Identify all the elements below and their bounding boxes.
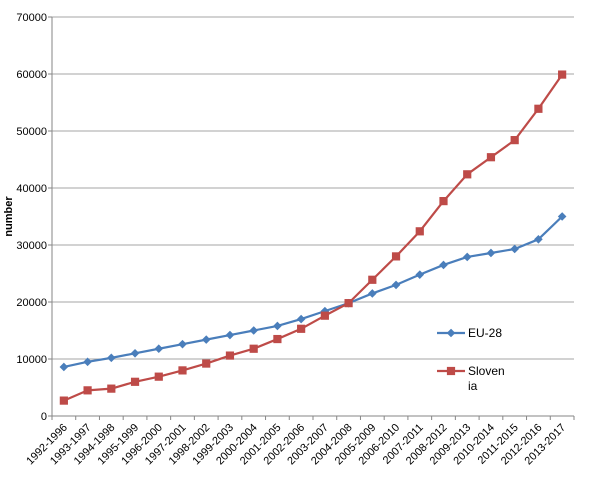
y-tick-label: 40000 <box>16 183 47 195</box>
data-point-slovenia <box>534 104 543 113</box>
data-point-eu-28 <box>415 270 425 279</box>
data-point-slovenia <box>486 153 496 162</box>
series-eu-28 <box>59 212 567 372</box>
legend-swatch-marker-eu-28 <box>446 328 456 338</box>
data-point-eu-28 <box>178 339 187 349</box>
legend-label: Sloven <box>468 364 505 378</box>
data-point-slovenia <box>344 299 353 308</box>
data-point-eu-28 <box>130 348 140 358</box>
legend-label: ia <box>468 379 478 393</box>
data-point-slovenia <box>249 344 258 353</box>
series-slovenia <box>59 70 567 405</box>
data-point-eu-28 <box>534 234 543 244</box>
data-point-slovenia <box>368 275 377 284</box>
y-tick-labels: 0 10000 20000 30000 40000 50000 60000 70000 <box>16 12 47 423</box>
data-point-slovenia <box>273 334 282 344</box>
y-tick-label: 10000 <box>16 354 47 366</box>
y-tick-label: 70000 <box>16 12 47 24</box>
data-point-eu-28 <box>107 353 116 363</box>
data-point-eu-28 <box>154 344 164 354</box>
y-axis-label: number <box>3 196 15 237</box>
data-point-slovenia <box>225 351 235 360</box>
data-point-slovenia <box>154 372 163 381</box>
y-tick-label: 60000 <box>16 69 47 81</box>
data-point-eu-28 <box>439 260 448 270</box>
data-point-eu-28 <box>462 252 472 262</box>
data-point-slovenia <box>130 377 140 386</box>
data-point-eu-28 <box>368 289 377 298</box>
y-tick-label: 30000 <box>16 240 47 252</box>
y-tick-label: 50000 <box>16 126 47 138</box>
data-point-eu-28 <box>486 248 496 258</box>
axes <box>48 16 575 420</box>
data-point-slovenia <box>391 252 401 261</box>
data-point-slovenia <box>439 197 448 206</box>
data-point-eu-28 <box>225 330 235 340</box>
data-point-slovenia <box>107 384 116 393</box>
data-point-slovenia <box>320 311 329 320</box>
legend-label: EU-28 <box>468 326 502 340</box>
data-point-eu-28 <box>391 280 401 290</box>
legend-item-eu-28: EU-28 <box>437 326 502 340</box>
data-point-eu-28 <box>510 244 519 254</box>
series-line-slovenia <box>63 73 564 402</box>
gridlines <box>52 16 574 360</box>
data-point-slovenia <box>463 170 472 179</box>
data-point-eu-28 <box>249 326 258 335</box>
data-point-slovenia <box>510 136 519 145</box>
data-point-slovenia <box>202 359 211 368</box>
data-point-eu-28 <box>296 314 306 324</box>
data-point-slovenia <box>297 324 306 333</box>
y-tick-label: 20000 <box>16 297 47 309</box>
data-point-slovenia <box>83 386 92 395</box>
data-point-slovenia <box>558 70 567 79</box>
series-layer <box>59 70 567 405</box>
data-point-slovenia <box>59 396 68 405</box>
y-tick-label: 0 <box>41 411 47 423</box>
legend-swatch-marker-slovenia <box>446 366 456 376</box>
data-point-eu-28 <box>83 357 92 367</box>
data-point-slovenia <box>415 227 424 236</box>
data-point-eu-28 <box>201 335 211 344</box>
data-point-eu-28 <box>59 362 69 372</box>
series-line-eu-28 <box>63 215 563 369</box>
data-point-eu-28 <box>273 321 282 331</box>
data-point-slovenia <box>178 366 187 375</box>
x-tick-labels: 1992-19961993-19971994-19981995-19991996… <box>24 422 568 468</box>
data-point-eu-28 <box>557 212 567 221</box>
